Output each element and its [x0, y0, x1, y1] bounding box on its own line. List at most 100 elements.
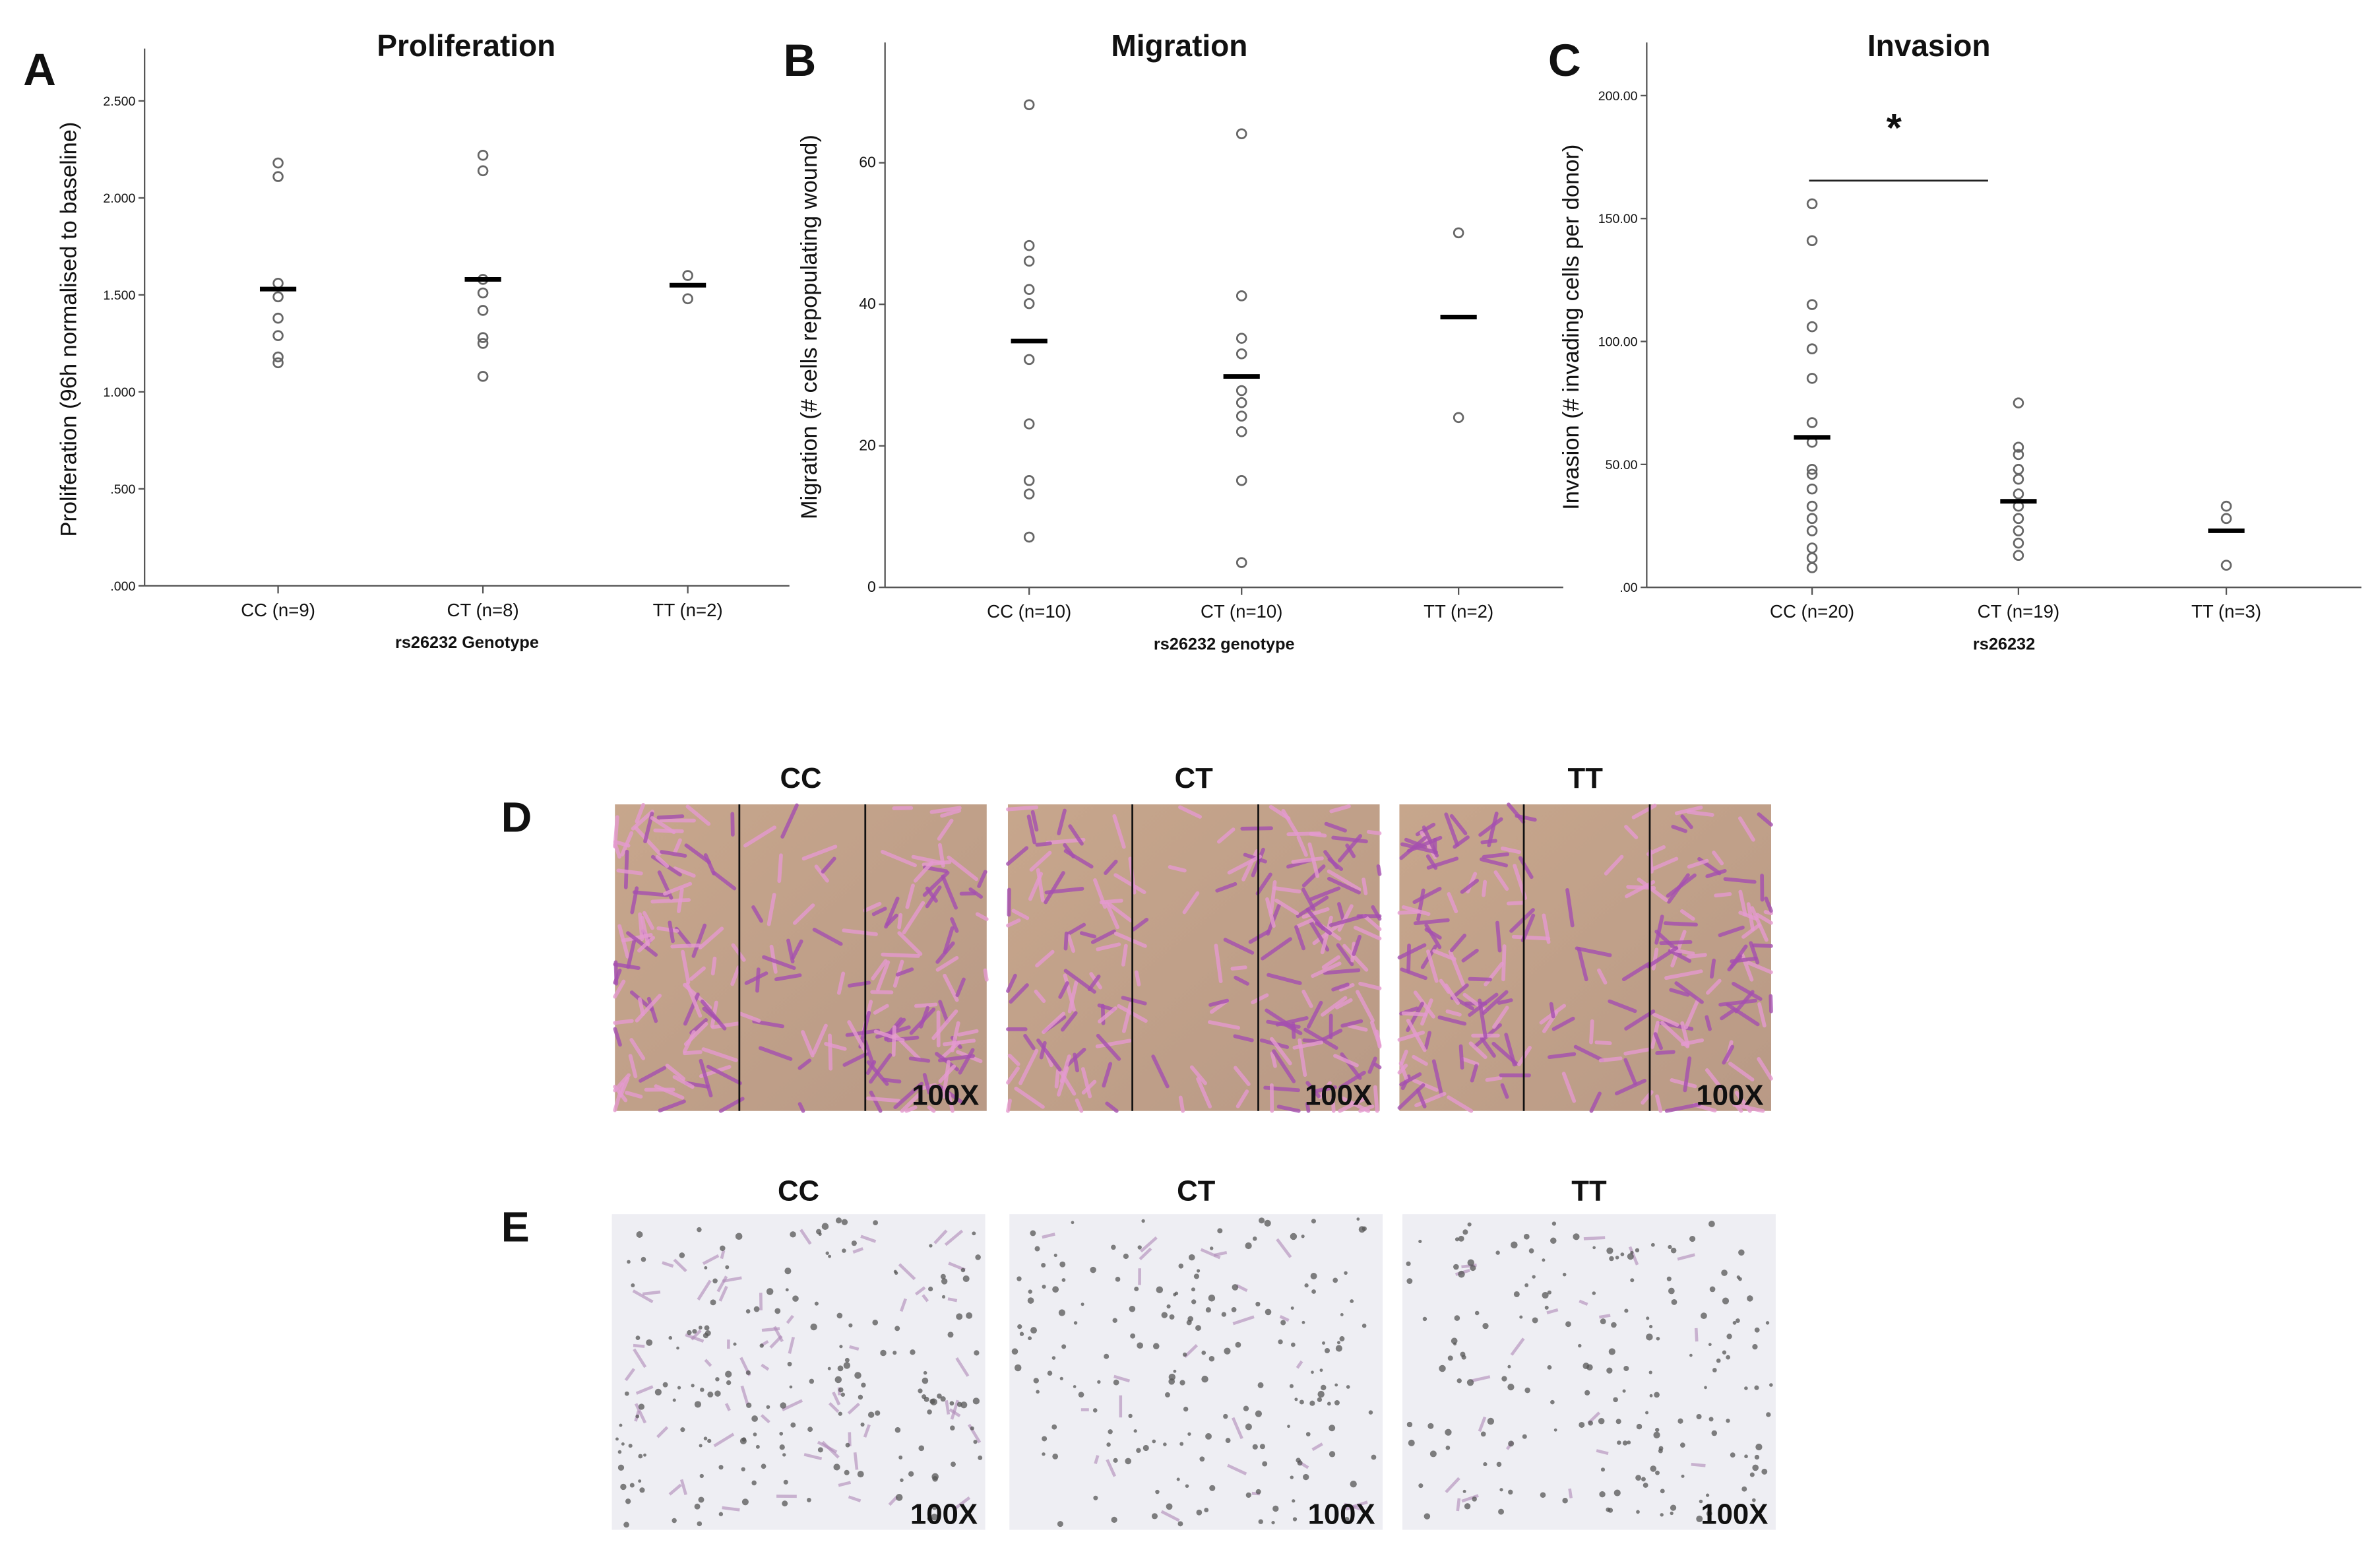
pore [807, 1497, 811, 1502]
cell [1757, 1057, 1773, 1081]
cell [798, 1058, 812, 1070]
y-axis-label: Migration (# cells repopulating wound) [797, 135, 822, 519]
cell [1182, 891, 1200, 915]
pore [726, 1380, 732, 1386]
pore [1113, 1379, 1119, 1386]
cell [702, 1254, 720, 1266]
pore [790, 1422, 796, 1428]
cell [944, 1229, 964, 1246]
pore [908, 1471, 914, 1477]
pore [1708, 1417, 1714, 1422]
cell [730, 812, 735, 837]
pore [1078, 1392, 1084, 1397]
cell [911, 854, 945, 865]
pore [1498, 1508, 1505, 1515]
cell [637, 936, 656, 953]
cell [1400, 1049, 1408, 1066]
cell [863, 1424, 871, 1438]
cell [1482, 880, 1488, 897]
panel-letter: A [23, 44, 56, 95]
cell [1213, 1251, 1228, 1257]
pore [1292, 1499, 1296, 1503]
data-point [1806, 552, 1818, 563]
cell [1233, 1034, 1254, 1043]
pore [1036, 1390, 1040, 1394]
cell [1683, 1056, 1692, 1093]
cell [1482, 990, 1509, 1015]
pore [1317, 1390, 1325, 1398]
pore [1258, 1519, 1263, 1524]
micrograph [1006, 804, 1382, 1113]
cell [1080, 1067, 1092, 1099]
cell [1178, 805, 1202, 819]
cell [1347, 1023, 1368, 1032]
pore [1588, 1420, 1594, 1426]
pore [1011, 1348, 1018, 1355]
pore [894, 1271, 898, 1275]
cell [881, 952, 920, 958]
pore [1608, 1348, 1615, 1355]
pore [1592, 1291, 1596, 1295]
x-tick-label: CC (n=20) [1770, 601, 1854, 622]
pore [1532, 1317, 1538, 1324]
cell [821, 1440, 840, 1459]
pore [875, 1410, 881, 1416]
pore [1406, 1421, 1413, 1428]
pore [1508, 1440, 1515, 1447]
pore [707, 1392, 714, 1397]
cell [1042, 1012, 1066, 1035]
pore [1125, 1458, 1132, 1465]
cell [937, 818, 954, 841]
pore [827, 1366, 831, 1370]
pore [1487, 1417, 1495, 1425]
pore [1073, 1385, 1077, 1388]
cell [1687, 858, 1709, 869]
cell [1227, 1463, 1247, 1475]
cell [1624, 825, 1639, 839]
pore [1650, 1242, 1655, 1247]
cell [704, 1359, 712, 1367]
cell [1281, 808, 1299, 836]
cell [1006, 805, 1039, 812]
pore [1182, 1352, 1187, 1357]
pore [1356, 1217, 1360, 1221]
cell [860, 1235, 877, 1243]
pore [1195, 1325, 1201, 1331]
pore [1187, 1316, 1194, 1322]
cell [947, 855, 978, 882]
pore [1445, 1429, 1452, 1436]
pore [1766, 1412, 1771, 1417]
y-tick-label: 2.000 [103, 191, 135, 206]
data-point [1453, 412, 1464, 424]
cell [713, 1432, 735, 1448]
cell [1468, 992, 1499, 1017]
data-point [1023, 298, 1035, 309]
pore [1185, 1484, 1189, 1488]
cell [927, 1105, 936, 1113]
pore [1204, 1508, 1209, 1513]
pore [1704, 1386, 1707, 1390]
pore [894, 1326, 900, 1332]
cell [738, 1012, 761, 1023]
pore [1741, 1486, 1747, 1492]
pore [1034, 1246, 1040, 1252]
cell [1660, 1021, 1690, 1048]
y-tick-label: 20 [859, 437, 876, 454]
pore [1030, 1230, 1036, 1237]
cell [613, 1019, 634, 1025]
cell [1445, 1477, 1460, 1494]
pore [707, 1438, 712, 1443]
pore [636, 1231, 643, 1238]
cell [1424, 1031, 1431, 1050]
pore [1511, 1241, 1518, 1249]
cell [1058, 981, 1069, 999]
data-point [1023, 488, 1035, 499]
data-point [2013, 397, 2024, 408]
pore [1137, 1342, 1143, 1349]
cell [703, 853, 716, 876]
cell [1746, 902, 1755, 932]
cell [1507, 802, 1526, 824]
pore [1406, 1278, 1413, 1284]
pore [836, 1312, 843, 1319]
cell [1327, 876, 1361, 895]
